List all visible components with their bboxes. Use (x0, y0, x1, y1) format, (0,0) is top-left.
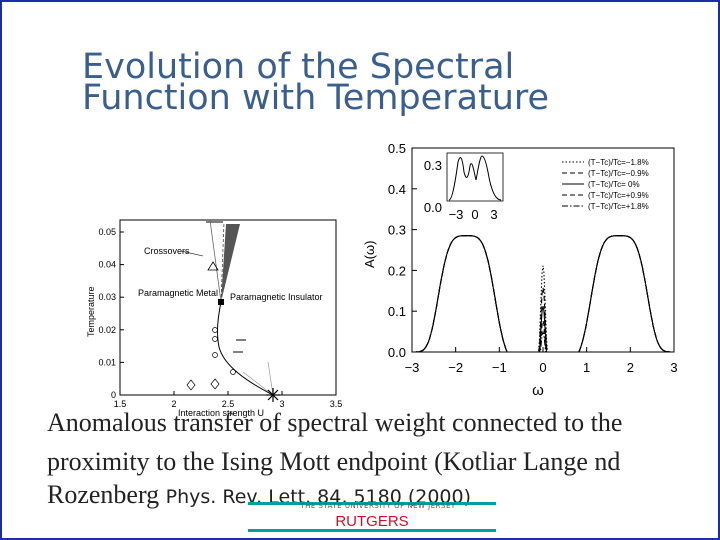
data-point (212, 327, 218, 333)
data-point (212, 336, 218, 342)
phase-xlabel: Interaction strength U (178, 408, 264, 418)
spectral-ytick-label: 0.2 (388, 263, 406, 278)
slide-caption: Anomalous transfer of spectral weight co… (47, 408, 707, 514)
spectral-ytick-label: 0.5 (388, 141, 406, 156)
diamond-marker (210, 378, 220, 390)
rutgers-logo-text: RUTGERS (335, 513, 409, 530)
spectral-xtick-label: 3 (670, 360, 677, 375)
spectral-function-plot: −3 −2 −1 0 1 2 30.00.10.20.30.40.5−3 0 30.00.3 (… (348, 140, 700, 398)
title-line-2: Function with Temperature (82, 78, 550, 118)
phase-ytick-label: 0 (111, 390, 116, 400)
coexistence-curve (217, 301, 274, 396)
spectral-xtick-label: 2 (627, 360, 634, 375)
phase-ytick-label: 0.04 (98, 260, 116, 270)
data-point (230, 369, 236, 375)
rutgers-bottom-rule (248, 529, 496, 532)
inset-ytick-label: 0.0 (424, 200, 442, 215)
annotation-crossovers: Crossovers (144, 246, 190, 256)
title-line-1: Evolution of the Spectral (82, 50, 515, 87)
legend-entry: (T−Tc)/Tc=−1.8% (588, 158, 649, 167)
spectral-xtick-label: 0 (539, 360, 546, 375)
inset-xtick-label: −3 (449, 207, 464, 222)
slide-title: Evolution of the Spectral Function with … (82, 50, 682, 120)
caption-line-2: proximity to the Ising Mott endpoint (Ko… (47, 447, 621, 476)
annotation-insulator: Paramagnetic Insulator (230, 292, 323, 302)
spectral-ytick-label: 0.4 (388, 182, 406, 197)
coexistence-wedge (221, 224, 240, 302)
phase-xtick-label: 1.5 (114, 399, 127, 409)
legend-entry: (T−Tc)/Tc=+0.9% (588, 191, 649, 200)
spectral-xtick-label: 1 (583, 360, 590, 375)
annotation-metal-line: Paramagnetic Metal (138, 288, 218, 298)
phase-ylabel: Temperature (86, 286, 96, 337)
phase-ytick-label: 0.02 (98, 325, 116, 335)
caption-line-1: Anomalous transfer of spectral weight co… (47, 408, 623, 437)
spectral-series-line (412, 235, 674, 353)
phase-xtick-label: 2.5 (222, 399, 235, 409)
legend-entry: (T−Tc)/Tc=+1.8% (588, 202, 649, 211)
inset-xtick-label: 0 (471, 207, 478, 222)
inset-ytick-label: 0.3 (424, 158, 442, 173)
endpoint-star-marker (266, 388, 280, 402)
triangle-marker (207, 261, 219, 271)
data-point (212, 352, 218, 358)
spectral-ylabel: A(ω) (362, 241, 377, 268)
phase-ytick-label: 0.03 (98, 292, 116, 302)
diamond-marker (186, 379, 196, 391)
inset-curve (448, 155, 502, 201)
rutgers-tagline: THE STATE UNIVERSITY OF NEW JERSEY (300, 502, 456, 510)
caption-authors: Rozenberg (47, 480, 166, 509)
phase-ytick-label: 0.05 (98, 227, 116, 237)
spectral-xtick-label: −2 (448, 360, 463, 375)
annotation-metal: Paramagnetic Metal (138, 288, 218, 298)
phase-ytick-label: 0.01 (98, 357, 116, 367)
rutgers-top-rule (248, 502, 496, 505)
phase-diagram: 1.5 2 2.5 3 3.5 0 0.01 0.02 0.03 0.04 0.05 Crossov… (78, 212, 350, 422)
spectral-xtick-label: −3 (405, 360, 420, 375)
legend-entry: (T−Tc)/Tc= 0% (588, 180, 640, 189)
phase-xtick-label: 3.5 (330, 399, 343, 409)
inset-xtick-label: 3 (490, 207, 497, 222)
phase-xtick-label: 2 (171, 399, 176, 409)
crossover-line (209, 219, 222, 303)
spectral-ytick-label: 0.3 (388, 223, 406, 238)
spectral-legend: (T−Tc)/Tc=−1.8% (T−Tc)/Tc=−0.9% (T−Tc)/Tc=… (562, 158, 649, 211)
critical-point-marker (218, 299, 224, 305)
phase-xtick-label: 3 (279, 399, 284, 409)
spectral-ytick-label: 0.0 (388, 345, 406, 360)
spectral-ytick-label: 0.1 (388, 304, 406, 319)
spectral-xlabel: ω (532, 382, 544, 398)
legend-entry: (T−Tc)/Tc=−0.9% (588, 169, 649, 178)
spectral-xtick-label: −1 (492, 360, 507, 375)
